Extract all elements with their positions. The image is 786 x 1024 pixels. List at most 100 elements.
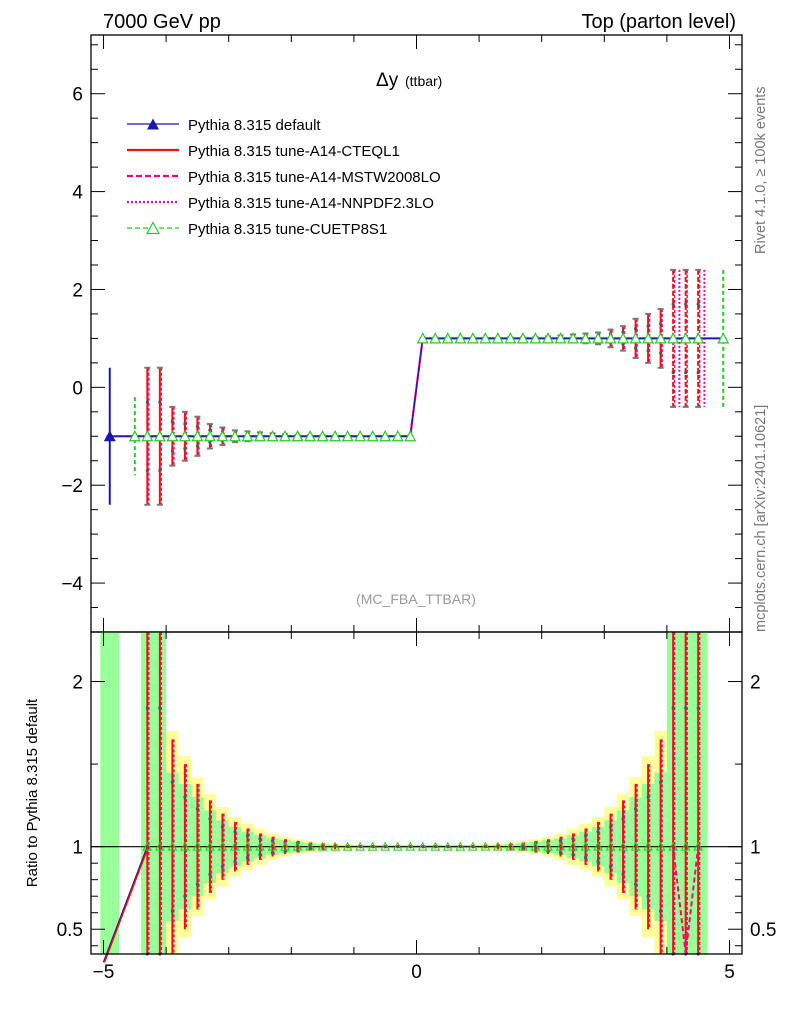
marker-cuetp8s1 [579,332,592,344]
ratio-marker-cuetp8s1 [417,841,428,851]
marker-cuetp8s1 [329,429,342,442]
ratio-error-mark [170,909,174,913]
ratio-error-mark [659,909,663,913]
ratio-mstw-dip [672,846,700,955]
main-error-mark [195,424,200,429]
marker-cuetp8s1 [316,429,329,442]
legend-label-mstw: Pythia 8.315 tune-A14-MSTW2008LO [188,169,441,186]
ratio-error-mark [195,807,200,811]
ratio-error-mark [558,839,563,843]
x-tick-label: 5 [724,962,735,983]
legend-entry-mstw: Pythia 8.315 tune-A14-MSTW2008LO [127,169,441,186]
marker-cuetp8s1 [166,429,179,442]
ratio-error-mark [596,830,600,834]
legend-marker-cuetp8s1 [145,221,161,235]
ratio-marker-cuetp8s1 [630,841,641,851]
main-y-tick-label: −2 [61,476,83,497]
ratio-marker-cuetp8s1 [468,841,478,851]
legend-label-cuetp8s1: Pythia 8.315 tune-CUETP8S1 [188,221,387,238]
ratio-x-axis: −5 0 5 [93,632,735,983]
main-error-mark [183,446,187,451]
ratio-marker-cuetp8s1 [342,841,353,851]
ratio-marker-cuetp8s1 [255,841,265,851]
main-error-mark [646,324,650,328]
ratio-marker-cuetp8s1 [493,841,503,851]
ratio-marker-cuetp8s1 [442,841,453,851]
marker-cuetp8s1 [291,429,304,442]
legend-entry-cteql1: Pythia 8.315 tune-A14-CTEQL1 [127,143,400,160]
ratio-error-mark [208,872,212,877]
ratio-error-mark [583,855,588,860]
main-y-tick-label: 6 [72,85,83,106]
marker-cuetp8s1 [541,332,554,344]
main-error-mark [684,302,688,306]
marker-cuetp8s1 [504,332,517,344]
ratio-y-tick-label: 2 [72,673,83,694]
marker-cuetp8s1 [141,429,154,442]
ratio-error-mark [571,837,575,841]
ratio-marker-cuetp8s1 [317,841,328,851]
marker-cuetp8s1 [441,332,454,344]
ratio-marker-cuetp8s1 [655,841,666,851]
ratio-error-mark [633,807,638,811]
marker-cuetp8s1 [128,429,141,442]
ratio-error-mark [145,706,149,710]
marker-cuetp8s1 [529,332,542,344]
marker-cuetp8s1 [692,332,705,344]
ratio-marker-cuetp8s1 [292,841,303,851]
ratio-marker-cuetp8s1 [155,841,165,851]
marker-cuetp8s1 [416,332,429,344]
ratio-error-mark [195,882,200,886]
ratio-marker-cuetp8s1 [643,841,653,851]
marker-cuetp8s1 [654,332,667,344]
ratio-error-mark [233,830,237,834]
ratio-marker-cuetp8s1 [380,841,391,851]
main-series-layer [103,268,730,506]
ratio-marker-cuetp8s1 [543,841,553,851]
ratio-y-axis: 0.5 0.5 1 1 2 2 [57,673,776,947]
ratio-error-mark [558,851,563,855]
marker-cuetp8s1 [554,332,567,344]
marker-cuetp8s1 [228,429,241,442]
ratio-marker-cuetp8s1 [505,841,516,851]
ratio-bands-layer [100,632,708,954]
ratio-error-mark [220,864,225,869]
marker-cuetp8s1 [391,429,404,442]
main-panel: −4 −2 0 2 4 6 Δy (ttbar) (MC_FBA_TTBAR) Pythi… [61,34,743,633]
main-y-tick-label: 4 [72,183,83,204]
main-error-mark [145,468,149,473]
ratio-marker-cuetp8s1 [305,841,315,851]
marker-cuetp8s1 [241,429,254,442]
main-error-mark [671,371,675,375]
ratio-error-mark [696,706,700,710]
ratio-error-mark [608,864,613,869]
ratio-marker-cuetp8s1 [392,841,403,851]
ratio-error-mark [621,872,625,877]
rivet-label: Rivet 4.1.0, ≥ 100k events [753,86,769,254]
marker-cuetp8s1 [404,429,417,442]
marker-cuetp8s1 [254,429,267,442]
marker-cuetp8s1 [516,332,529,344]
marker-cuetp8s1 [216,429,229,442]
marker-cuetp8s1 [366,429,379,442]
ratio-marker-cuetp8s1 [217,841,228,851]
main-error-mark [170,449,174,453]
ratio-error-mark [208,817,212,821]
marker-cuetp8s1 [454,332,467,344]
ratio-error-mark [258,852,262,857]
main-error-mark [696,371,700,375]
marker-cuetp8s1 [667,332,680,344]
main-y-tick-label: 2 [72,280,83,301]
x-tick-label: 0 [411,962,422,983]
ratio-error-mark [671,706,675,710]
marker-cuetp8s1 [203,429,216,442]
legend-entry-nnpdf: Pythia 8.315 tune-A14-NNPDF2.3LO [127,195,434,212]
ratio-marker-cuetp8s1 [530,841,541,851]
legend: Pythia 8.315 default Pythia 8.315 tune-A… [127,117,441,238]
marker-cuetp8s1 [566,332,579,344]
ratio-marker-cuetp8s1 [593,841,603,851]
ratio-marker-cuetp8s1 [555,841,566,851]
ratio-marker-cuetp8s1 [568,841,578,851]
ratio-marker-cuetp8s1 [405,841,416,851]
